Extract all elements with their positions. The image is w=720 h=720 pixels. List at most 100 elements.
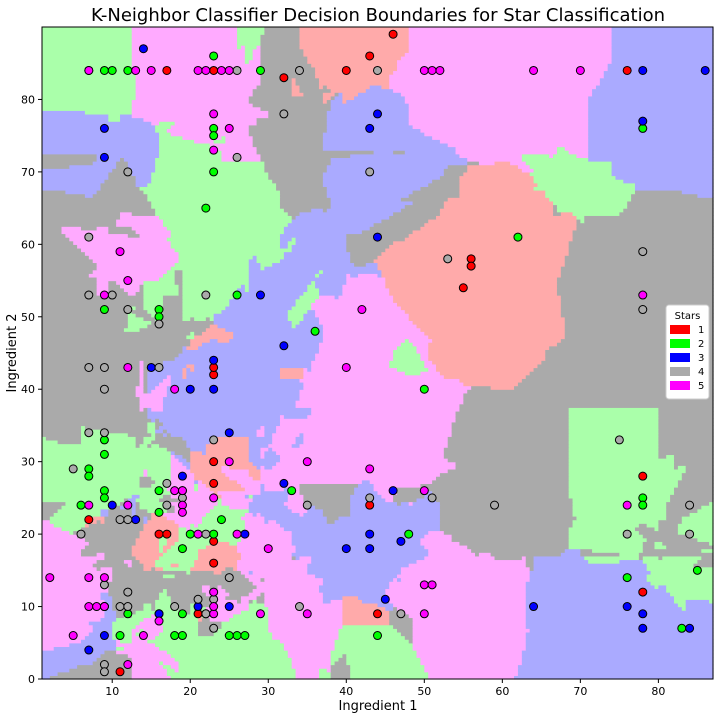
region-cell-class-3 — [65, 190, 98, 195]
region-cell-class-1 — [198, 552, 242, 557]
point-class-5 — [115, 247, 125, 257]
region-cell-class-2 — [568, 494, 671, 499]
point-class-1 — [154, 529, 164, 539]
point-class-5 — [622, 500, 632, 510]
region-cell-class-4 — [673, 487, 714, 492]
region-cell-class-2 — [194, 487, 199, 492]
region-cell-class-4 — [533, 367, 714, 372]
region-cell-class-5 — [455, 146, 558, 151]
region-cell-class-4 — [42, 269, 94, 274]
region-cell-class-5 — [369, 479, 433, 484]
region-cell-class-4 — [260, 52, 304, 57]
region-cell-class-4 — [560, 269, 714, 274]
region-cell-class-2 — [287, 244, 293, 249]
region-cell-class-4 — [393, 497, 418, 503]
region-cell-class-4 — [467, 544, 570, 550]
region-cell-class-5 — [116, 639, 121, 644]
region-cell-class-2 — [182, 280, 250, 285]
point-class-2 — [84, 471, 94, 481]
region-cell-class-5 — [412, 628, 531, 633]
region-cell-class-5 — [326, 668, 332, 673]
region-cell-class-1 — [439, 371, 531, 376]
region-cell-class-2 — [143, 280, 176, 285]
region-cell-class-2 — [159, 617, 199, 622]
legend-label-3: 3 — [698, 353, 704, 364]
point-class-3 — [529, 602, 539, 612]
region-cell-class-4 — [248, 124, 328, 130]
region-cell-class-3 — [330, 157, 468, 162]
region-cell-class-4 — [564, 331, 714, 336]
region-cell-class-2 — [116, 646, 125, 651]
region-cell-class-4 — [260, 41, 301, 46]
point-class-4 — [443, 254, 453, 264]
region-cell-class-4 — [143, 389, 148, 394]
region-cell-class-4 — [673, 465, 679, 470]
region-cell-class-2 — [533, 186, 636, 191]
region-cell-class-2 — [681, 606, 687, 611]
region-cell-class-3 — [322, 599, 332, 604]
region-cell-class-4 — [178, 291, 184, 296]
region-cell-class-3 — [88, 621, 113, 626]
region-cell-class-4 — [584, 215, 714, 220]
region-cell-class-3 — [252, 512, 258, 517]
point-class-2 — [224, 631, 234, 641]
region-cell-class-1 — [190, 465, 223, 470]
region-cell-class-3 — [42, 179, 106, 184]
region-cell-class-2 — [166, 269, 176, 274]
region-cell-class-2 — [256, 258, 281, 264]
region-cell-class-4 — [45, 436, 82, 441]
region-cell-class-2 — [166, 650, 289, 655]
region-cell-class-5 — [131, 99, 250, 104]
region-cell-class-5 — [170, 465, 187, 470]
region-cell-class-4 — [701, 555, 714, 561]
region-cell-class-2 — [42, 88, 137, 93]
region-cell-class-4 — [408, 193, 461, 198]
region-cell-class-5 — [322, 324, 418, 329]
region-cell-class-3 — [338, 516, 441, 521]
region-cell-class-4 — [272, 179, 324, 184]
region-cell-class-4 — [350, 251, 383, 256]
region-cell-class-4 — [151, 606, 156, 611]
region-cell-class-4 — [81, 548, 133, 553]
region-cell-class-1 — [279, 371, 304, 376]
region-cell-class-2 — [237, 37, 262, 43]
region-cell-class-2 — [568, 443, 659, 448]
region-cell-class-2 — [42, 494, 133, 499]
region-cell-class-4 — [673, 490, 714, 495]
region-cell-class-4 — [96, 519, 102, 524]
region-cell-class-4 — [151, 439, 187, 445]
region-cell-class-2 — [108, 113, 121, 119]
region-cell-class-4 — [287, 211, 301, 216]
region-cell-class-4 — [104, 555, 137, 561]
point-class-3 — [240, 529, 250, 539]
region-cell-class-4 — [568, 244, 714, 249]
region-cell-class-5 — [404, 610, 527, 615]
region-cell-class-3 — [615, 175, 714, 180]
region-cell-class-2 — [568, 418, 659, 423]
point-class-1 — [209, 478, 219, 488]
region-cell-class-5 — [412, 642, 527, 647]
region-cell-class-2 — [576, 516, 667, 521]
region-cell-class-3 — [529, 577, 648, 582]
region-cell-class-2 — [151, 200, 281, 206]
point-class-5 — [216, 65, 226, 75]
region-cell-class-4 — [42, 266, 98, 271]
region-cell-class-4 — [299, 88, 332, 93]
region-cell-class-4 — [642, 541, 656, 546]
region-cell-class-5 — [299, 392, 464, 398]
region-cell-class-2 — [151, 179, 273, 184]
region-cell-class-4 — [42, 392, 137, 398]
region-cell-class-4 — [553, 208, 558, 213]
point-class-1 — [209, 558, 219, 568]
region-cell-class-5 — [42, 577, 113, 582]
region-cell-class-2 — [127, 320, 152, 325]
region-cell-class-3 — [42, 653, 102, 658]
region-cell-class-2 — [677, 526, 714, 532]
region-cell-class-2 — [553, 200, 628, 206]
point-class-3 — [396, 536, 406, 546]
region-cell-class-2 — [568, 468, 687, 474]
region-cell-class-4 — [397, 628, 414, 633]
region-cell-class-3 — [248, 284, 308, 289]
region-cell-class-5 — [135, 77, 262, 82]
